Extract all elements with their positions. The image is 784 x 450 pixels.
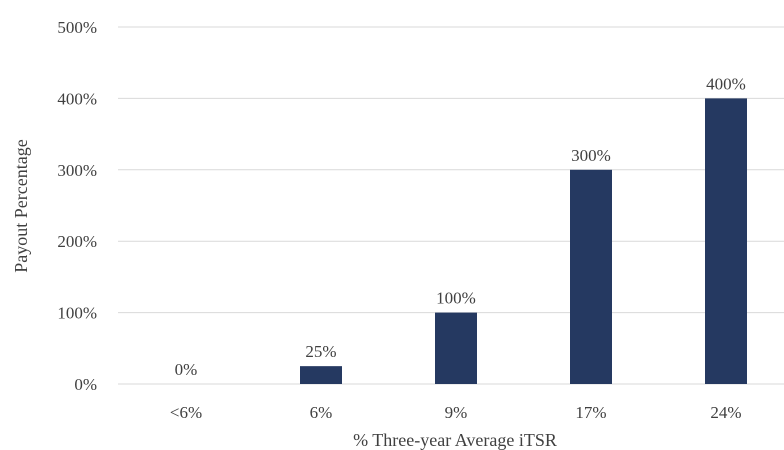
y-axis-title: Payout Percentage [11, 139, 31, 272]
x-tick-label: 6% [310, 403, 333, 422]
x-tick-label: <6% [170, 403, 202, 422]
y-axis-ticks: 0% 100% 200% 300% 400% 500% [57, 18, 97, 394]
data-labels: 0% 25% 100% 300% 400% [175, 74, 746, 379]
bar [570, 169, 612, 384]
y-tick-label: 200% [57, 232, 97, 251]
data-label: 0% [175, 360, 198, 379]
x-axis-title: % Three-year Average iTSR [353, 430, 557, 450]
x-tick-label: 9% [445, 403, 468, 422]
y-tick-label: 100% [57, 304, 97, 323]
bar [435, 312, 477, 384]
x-axis-ticks: <6% 6% 9% 17% 24% [170, 403, 742, 422]
x-tick-label: 17% [575, 403, 606, 422]
data-label: 300% [571, 146, 611, 165]
y-tick-label: 0% [74, 375, 97, 394]
y-tick-label: 300% [57, 161, 97, 180]
data-label: 100% [436, 289, 476, 308]
data-label: 25% [305, 342, 336, 361]
bar [300, 366, 342, 384]
bar [705, 98, 747, 385]
gridlines [118, 26, 784, 385]
y-tick-label: 500% [57, 18, 97, 37]
y-tick-label: 400% [57, 89, 97, 108]
bars [300, 98, 747, 385]
x-tick-label: 24% [710, 403, 741, 422]
data-label: 400% [706, 74, 746, 93]
